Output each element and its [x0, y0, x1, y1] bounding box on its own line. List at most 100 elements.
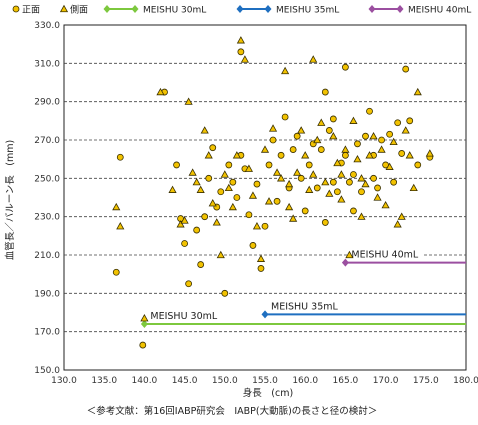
data-point-circle [390, 178, 398, 186]
legend-line-marker [368, 5, 376, 13]
y-tick-label: 150.0 [34, 366, 60, 376]
x-tick-label: 150.0 [212, 376, 238, 386]
reference-line-label: MEISHU 35mL [271, 301, 338, 312]
legend-label: MEISHU 30mL [143, 6, 206, 16]
data-point-circle [221, 289, 229, 297]
data-point-triangle [309, 55, 318, 63]
data-point-circle [346, 178, 353, 186]
data-point-triangle [381, 200, 390, 209]
data-point-circle [297, 174, 305, 182]
data-point-circle [341, 63, 349, 71]
reference-line-marker [261, 310, 269, 319]
y-tick-label: 310.0 [34, 59, 60, 69]
data-point-triangle [309, 170, 318, 178]
data-point-circle [414, 161, 422, 169]
legend-label: MEISHU 35mL [276, 6, 339, 16]
data-point-triangle [357, 174, 366, 182]
data-point-triangle [393, 220, 402, 228]
data-point-triangle [409, 183, 418, 192]
data-point-triangle [184, 97, 193, 105]
legend-line-marker [396, 5, 404, 13]
data-point-triangle [329, 131, 338, 140]
data-point-triangle [345, 250, 354, 259]
x-tick-label: 145.0 [172, 376, 198, 386]
data-point-layer [112, 36, 434, 349]
data-point-triangle [349, 116, 358, 124]
data-point-triangle [293, 168, 302, 176]
data-point-circle [370, 174, 377, 182]
data-point-triangle [337, 195, 346, 203]
data-point-circle [181, 240, 189, 247]
reference-line-marker [341, 258, 349, 267]
y-tick-label: 230.0 [34, 213, 60, 223]
data-point-triangle [192, 177, 201, 186]
x-tick-label: 160.0 [292, 376, 318, 386]
y-tick-layer: 150.0 170.0 190.0 210.0 230.0 250.0 270.0 290.0… [34, 21, 60, 376]
data-point-circle [366, 107, 373, 115]
data-point-triangle [357, 212, 366, 220]
data-point-circle [289, 146, 297, 153]
data-point-triangle [268, 124, 278, 132]
data-point-circle [173, 161, 180, 169]
legend-line-marker [236, 5, 244, 13]
data-point-circle [350, 207, 357, 215]
legend-label: MEISHU 40mL [408, 6, 471, 16]
data-point-triangle [156, 87, 165, 96]
data-point-circle [193, 226, 201, 234]
data-point-triangle [377, 145, 386, 153]
data-point-triangle [301, 151, 310, 159]
data-point-triangle [252, 222, 262, 230]
legend-marker-circle [12, 5, 20, 13]
data-point-triangle [281, 66, 290, 75]
data-point-triangle [256, 254, 266, 262]
data-point-circle [273, 197, 281, 205]
reference-line-label: MEISHU 30mL [150, 311, 217, 322]
data-point-circle [116, 153, 124, 161]
grid-layer [64, 62, 466, 333]
data-point-circle [333, 188, 341, 196]
data-point-circle [313, 184, 321, 192]
y-tick-label: 290.0 [34, 98, 60, 108]
plot-frame [63, 24, 467, 371]
data-point-triangle [180, 216, 189, 224]
data-point-triangle [277, 174, 286, 182]
data-point-circle [217, 188, 225, 196]
data-point-circle [197, 261, 205, 268]
data-point-circle [112, 268, 120, 276]
data-point-circle [341, 151, 349, 159]
reference-label-bg [269, 300, 344, 312]
data-point-circle [293, 132, 301, 140]
data-point-triangle [188, 168, 197, 176]
data-point-circle [281, 113, 289, 121]
data-point-triangle [228, 202, 237, 211]
data-point-triangle [200, 126, 209, 134]
y-tick-label: 170.0 [34, 328, 60, 338]
data-point-circle [277, 151, 285, 159]
reference-label-bg [148, 310, 223, 321]
data-point-circle [317, 146, 325, 153]
data-point-triangle [176, 220, 185, 228]
data-point-circle [321, 88, 329, 96]
data-point-circle [201, 213, 209, 221]
y-tick-label: 190.0 [34, 289, 60, 299]
data-point-circle [354, 140, 361, 148]
data-point-triangle [232, 151, 241, 159]
data-point-triangle [224, 183, 233, 192]
data-point-circle [350, 171, 357, 178]
data-point-triangle [425, 149, 434, 157]
data-point-triangle [385, 162, 394, 170]
data-point-circle [245, 211, 253, 219]
x-tick-layer: 130.0 135.0 140.0 145.0 150.0 155.0 160.0 165.0… [51, 376, 478, 386]
x-tick-label: 180.0 [453, 376, 478, 386]
data-point-triangle [116, 222, 125, 230]
data-point-circle [139, 341, 147, 349]
data-point-circle [378, 136, 385, 144]
x-tick-label: 140.0 [132, 376, 158, 386]
reference-label-bg [349, 248, 424, 260]
data-point-circle [225, 161, 233, 169]
data-point-triangle [333, 158, 342, 167]
data-point-triangle [337, 170, 346, 178]
legend: 正面 側面 MEISHU 30mL MEISHU 35mL MEISHU 40mL [12, 4, 471, 16]
x-axis-label: 身長 (cm) [243, 387, 293, 399]
